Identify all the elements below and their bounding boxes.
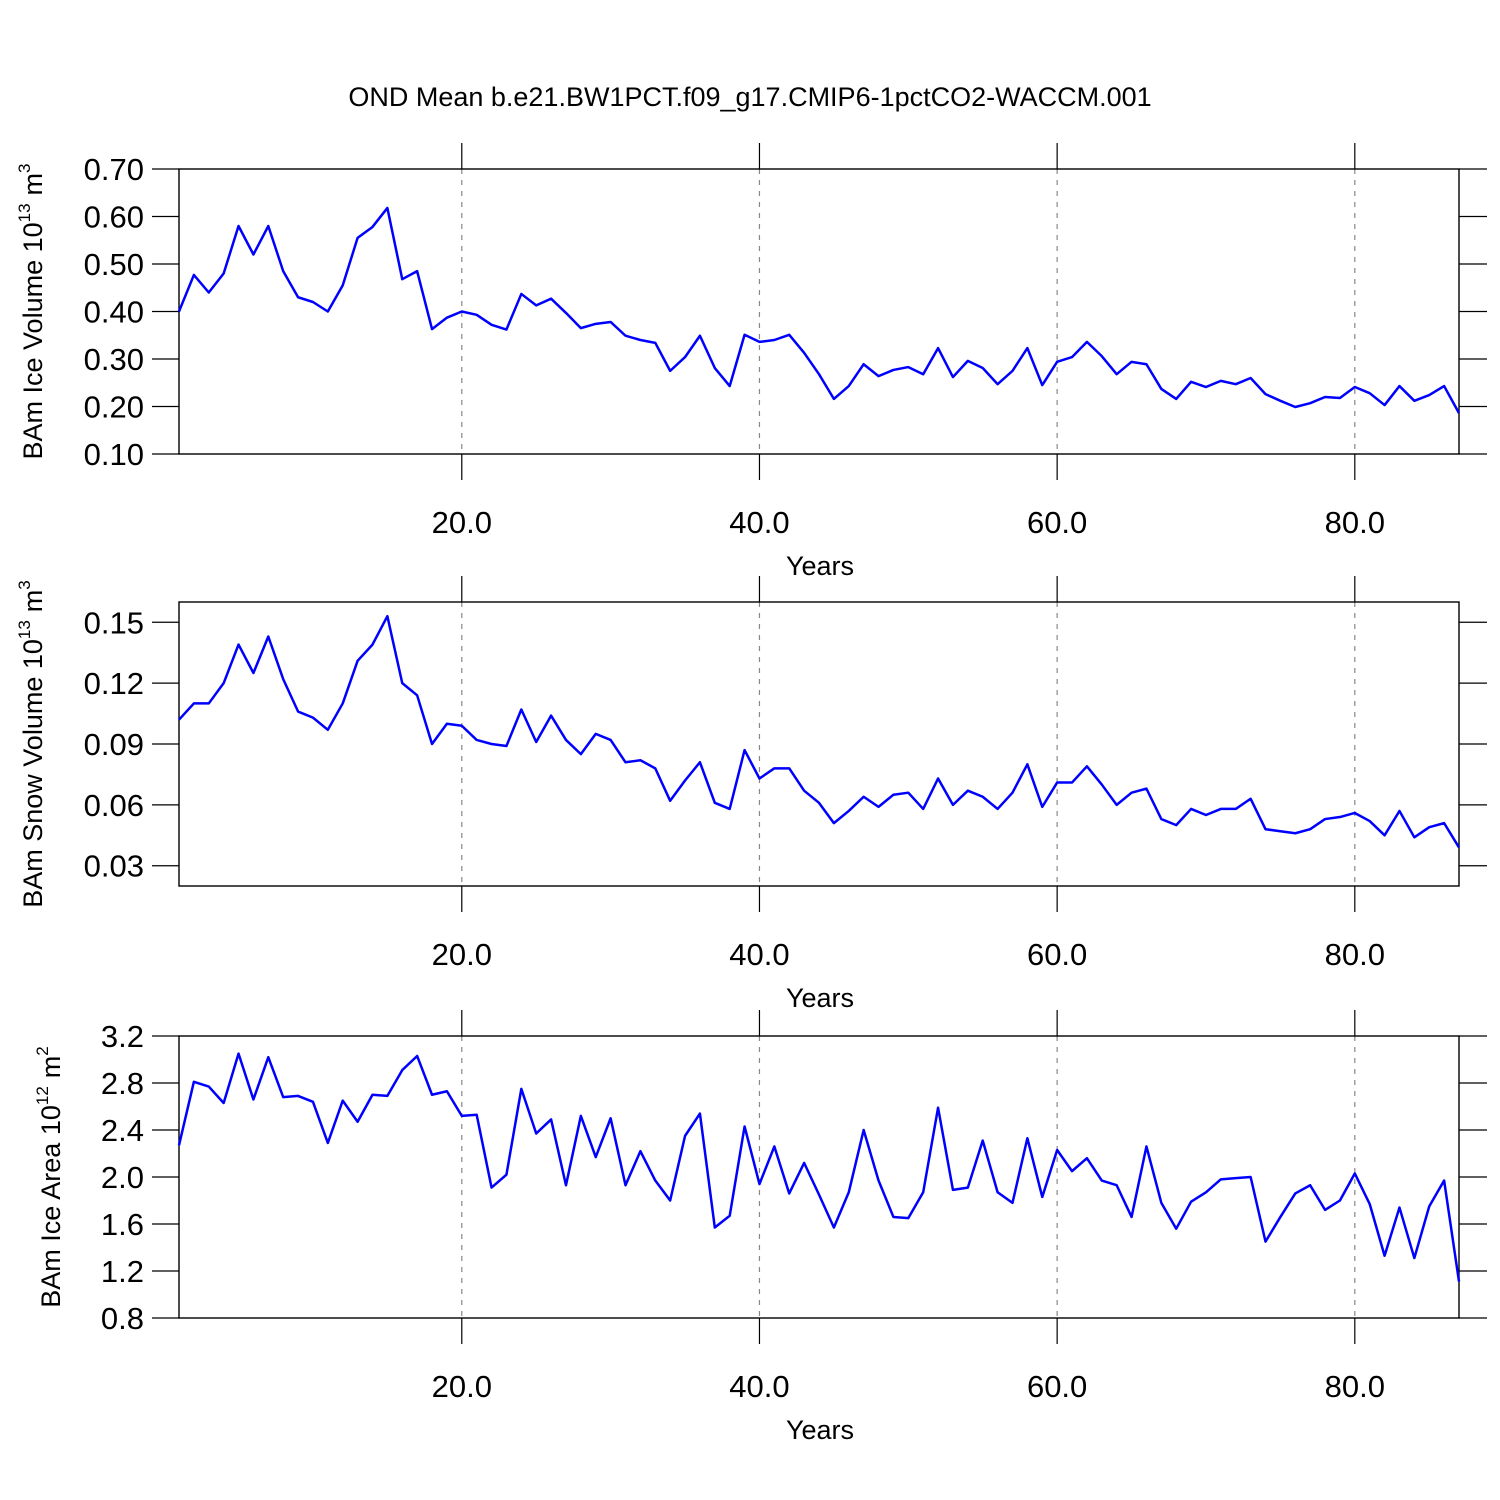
y-tick-label: 2.4 (101, 1113, 144, 1148)
y-tick-label: 0.40 (84, 295, 144, 330)
x-axis-label: Years (786, 983, 854, 1013)
x-tick-label: 40.0 (729, 937, 789, 972)
figure-title: OND Mean b.e21.BW1PCT.f09_g17.CMIP6-1pct… (348, 82, 1151, 112)
y-axis-label-part: 13 (15, 203, 34, 222)
y-axis-label: BAm Ice Volume 1013 m3 (15, 163, 48, 459)
y-tick-label: 0.30 (84, 342, 144, 377)
y-tick-label: 2.8 (101, 1066, 144, 1101)
y-axis-label-part: 3 (15, 580, 34, 589)
y-axis-label-part: 2 (33, 1046, 52, 1055)
data-line (177, 1052, 1461, 1282)
x-tick-label: 80.0 (1325, 505, 1385, 540)
y-tick-label: 0.06 (84, 788, 144, 823)
y-axis-label-part: m (36, 1056, 66, 1079)
x-tick-label: 80.0 (1325, 937, 1385, 972)
y-axis-label-part: BAm Snow Volume 10 (18, 639, 48, 908)
x-axis-label: Years (786, 1415, 854, 1445)
y-axis-label-part: 13 (15, 620, 34, 639)
y-tick-label: 3.2 (101, 1019, 144, 1054)
y-tick-label: 0.60 (84, 200, 144, 235)
x-tick-label: 60.0 (1027, 1369, 1087, 1404)
x-axis-label: Years (786, 551, 854, 581)
data-line (177, 206, 1461, 414)
y-axis-label-part: BAm Ice Volume 10 (18, 222, 48, 459)
y-tick-label: 0.50 (84, 247, 144, 282)
x-tick-label: 20.0 (432, 505, 492, 540)
y-axis-label-part: BAm Ice Area 10 (36, 1105, 66, 1308)
panel: 20.0 40.0 60.0 80.0 0.8 1.2 1.6 2.0 2.4 2.8 3.2 Yea… (33, 1010, 1487, 1445)
y-tick-label: 0.15 (84, 605, 144, 640)
x-tick-label: 20.0 (432, 1369, 492, 1404)
y-tick-label: 1.2 (101, 1254, 144, 1289)
y-axis-label-part: 3 (15, 163, 34, 172)
y-tick-label: 0.8 (101, 1301, 144, 1336)
x-tick-label: 80.0 (1325, 1369, 1385, 1404)
y-axis-label-part: m (18, 173, 48, 196)
plot-frame (178, 1035, 1460, 1319)
y-axis-label: BAm Ice Area 1012 m2 (33, 1046, 66, 1308)
data-line (178, 614, 1461, 849)
y-axis-label-part: m (18, 590, 48, 613)
y-tick-label: 0.10 (84, 437, 144, 472)
y-axis-label-part: 12 (33, 1086, 52, 1105)
x-tick-label: 40.0 (729, 505, 789, 540)
x-tick-label: 60.0 (1027, 505, 1087, 540)
y-tick-label: 2.0 (101, 1160, 144, 1195)
y-tick-label: 0.20 (84, 390, 144, 425)
x-tick-label: 40.0 (729, 1369, 789, 1404)
y-tick-label: 1.6 (101, 1207, 144, 1242)
x-tick-label: 20.0 (432, 937, 492, 972)
y-tick-label: 0.09 (84, 727, 144, 762)
y-tick-label: 0.03 (84, 849, 144, 884)
x-tick-label: 60.0 (1027, 937, 1087, 972)
plot-frame (178, 168, 1460, 455)
panel: 20.0 40.0 60.0 80.0 0.10 0.20 0.30 0.40 0.50 0.60… (15, 143, 1487, 581)
panel: 20.0 40.0 60.0 80.0 0.03 0.06 0.09 0.12 0.15 Year… (15, 576, 1487, 1013)
y-tick-label: 0.70 (84, 152, 144, 187)
plot-frame (178, 601, 1460, 887)
y-axis-label: BAm Snow Volume 1013 m3 (15, 580, 48, 908)
y-tick-label: 0.12 (84, 666, 144, 701)
